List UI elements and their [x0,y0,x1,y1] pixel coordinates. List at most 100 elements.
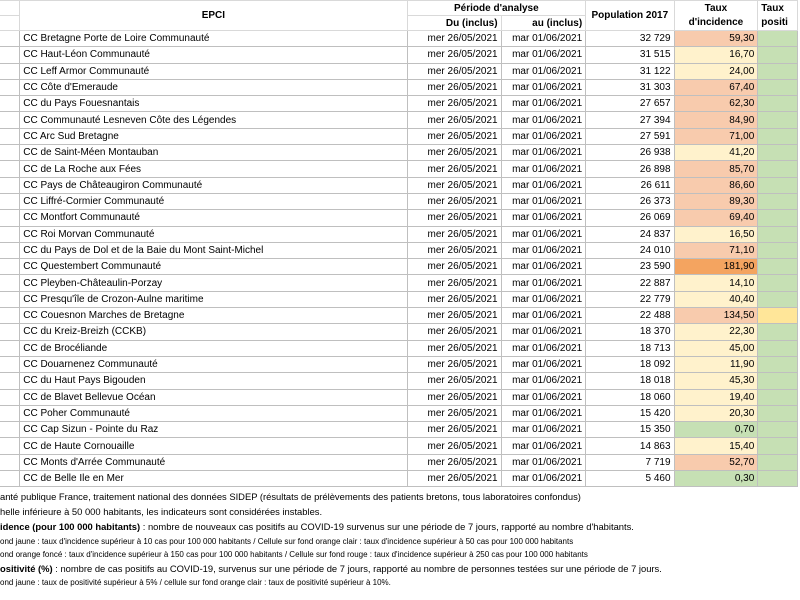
positivity [757,323,798,341]
date-to: mar 01/06/2021 [500,225,587,243]
population: 18 060 [585,388,675,406]
date-from: mer 26/05/2021 [406,225,502,243]
epci-name: CC Presqu'île de Crozon-Aulne maritime [19,290,408,309]
row-stub [0,62,21,80]
data-table: EPCI Période d'analyse Population 2017 T… [0,0,798,488]
positivity [757,95,798,113]
incidence: 69,40 [673,209,759,227]
positivity [757,241,798,260]
row-stub [0,355,21,374]
epci-name: CC Roi Morvan Communauté [19,225,408,243]
table-row: CC Liffré-Cormier Communauté mer 26/05/20… [0,192,798,211]
incidence: 52,70 [673,453,759,472]
date-from: mer 26/05/2021 [406,323,502,341]
row-stub [0,323,21,341]
header-from: Du (inclus) [406,15,502,31]
row-stub [0,46,21,64]
row-stub [0,160,21,178]
incidence: 181,90 [673,258,759,276]
table-row: CC du Kreiz-Breizh (CCKB) mer 26/05/2021 m… [0,323,798,341]
date-from: mer 26/05/2021 [406,127,502,146]
header-incidence: Taux d'incidence [673,0,759,31]
epci-name: CC Couesnon Marches de Bretagne [19,307,408,325]
incidence: 45,00 [673,339,759,357]
date-to: mar 01/06/2021 [500,111,587,129]
header-period: Période d'analyse [406,0,587,16]
footnotes: anté publique France, traitement nationa… [0,489,800,589]
epci-name: CC du Pays de Dol et de la Baie du Mont … [19,241,408,260]
date-to: mar 01/06/2021 [500,144,587,162]
footnote-text: ond orange foncé : taux d'incidence supé… [0,549,588,559]
row-stub [0,111,21,129]
footnote: idence (pour 100 000 habitants) : nombre… [0,519,800,534]
date-to: mar 01/06/2021 [500,192,587,211]
date-from: mer 26/05/2021 [406,241,502,260]
table-row: CC du Pays Fouesnantais mer 26/05/2021 mar… [0,95,798,113]
footnote-text: ond jaune : taux d'incidence supérieur à… [0,536,574,546]
date-to: mar 01/06/2021 [500,29,587,48]
date-from: mer 26/05/2021 [406,404,502,423]
footnote-text: ond jaune : taux de positivité supérieur… [0,577,391,587]
table-row: CC Questembert Communauté mer 26/05/2021 m… [0,258,798,276]
positivity [757,258,798,276]
header-positivity: Taux positi [757,0,798,31]
epci-name: CC Arc Sud Bretagne [19,127,408,146]
population: 26 898 [585,160,675,178]
population: 31 303 [585,78,675,97]
row-stub [0,274,21,292]
date-from: mer 26/05/2021 [406,160,502,178]
row-stub [0,209,21,227]
date-to: mar 01/06/2021 [500,78,587,97]
row-stub [0,78,21,97]
date-from: mer 26/05/2021 [406,176,502,194]
footnote-text: : nombre de nouveaux cas positifs au COV… [140,521,634,533]
row-stub [0,29,21,48]
positivity [757,290,798,309]
epci-name: CC Poher Communauté [19,404,408,423]
table-row: CC Roi Morvan Communauté mer 26/05/2021 ma… [0,225,798,243]
row-stub [0,144,21,162]
epci-name: CC Douarnenez Communauté [19,355,408,374]
incidence: 62,30 [673,95,759,113]
incidence: 89,30 [673,192,759,211]
population: 31 515 [585,46,675,64]
epci-name: CC Monts d'Arrée Communauté [19,453,408,472]
population: 18 092 [585,355,675,374]
date-from: mer 26/05/2021 [406,46,502,64]
table-row: CC de Brocéliande mer 26/05/2021 mar 01/06… [0,339,798,357]
positivity [757,339,798,357]
date-to: mar 01/06/2021 [500,127,587,146]
date-to: mar 01/06/2021 [500,470,587,488]
date-from: mer 26/05/2021 [406,78,502,97]
population: 18 370 [585,323,675,341]
positivity [757,421,798,439]
positivity [757,274,798,292]
epci-name: CC de La Roche aux Fées [19,160,408,178]
row-stub [0,388,21,406]
date-from: mer 26/05/2021 [406,95,502,113]
date-from: mer 26/05/2021 [406,355,502,374]
table-row: CC de Belle Ile en Mer mer 26/05/2021 mar … [0,470,798,488]
row-stub [0,241,21,260]
header-population: Population 2017 [585,0,675,31]
date-from: mer 26/05/2021 [406,192,502,211]
incidence: 0,30 [673,470,759,488]
positivity [757,355,798,374]
epci-name: CC Questembert Communauté [19,258,408,276]
epci-name: CC de Haute Cornouaille [19,437,408,455]
date-to: mar 01/06/2021 [500,339,587,357]
population: 22 488 [585,307,675,325]
incidence: 67,40 [673,78,759,97]
population: 27 394 [585,111,675,129]
header-to: au (inclus) [500,15,587,31]
date-from: mer 26/05/2021 [406,274,502,292]
population: 7 719 [585,453,675,472]
footnote: ond jaune : taux de positivité supérieur… [0,576,800,589]
date-from: mer 26/05/2021 [406,290,502,309]
date-from: mer 26/05/2021 [406,470,502,488]
table-row: CC Communauté Lesneven Côte des Légendes… [0,111,798,129]
population: 18 713 [585,339,675,357]
incidence: 134,50 [673,307,759,325]
epci-name: CC Haut-Léon Communauté [19,46,408,64]
